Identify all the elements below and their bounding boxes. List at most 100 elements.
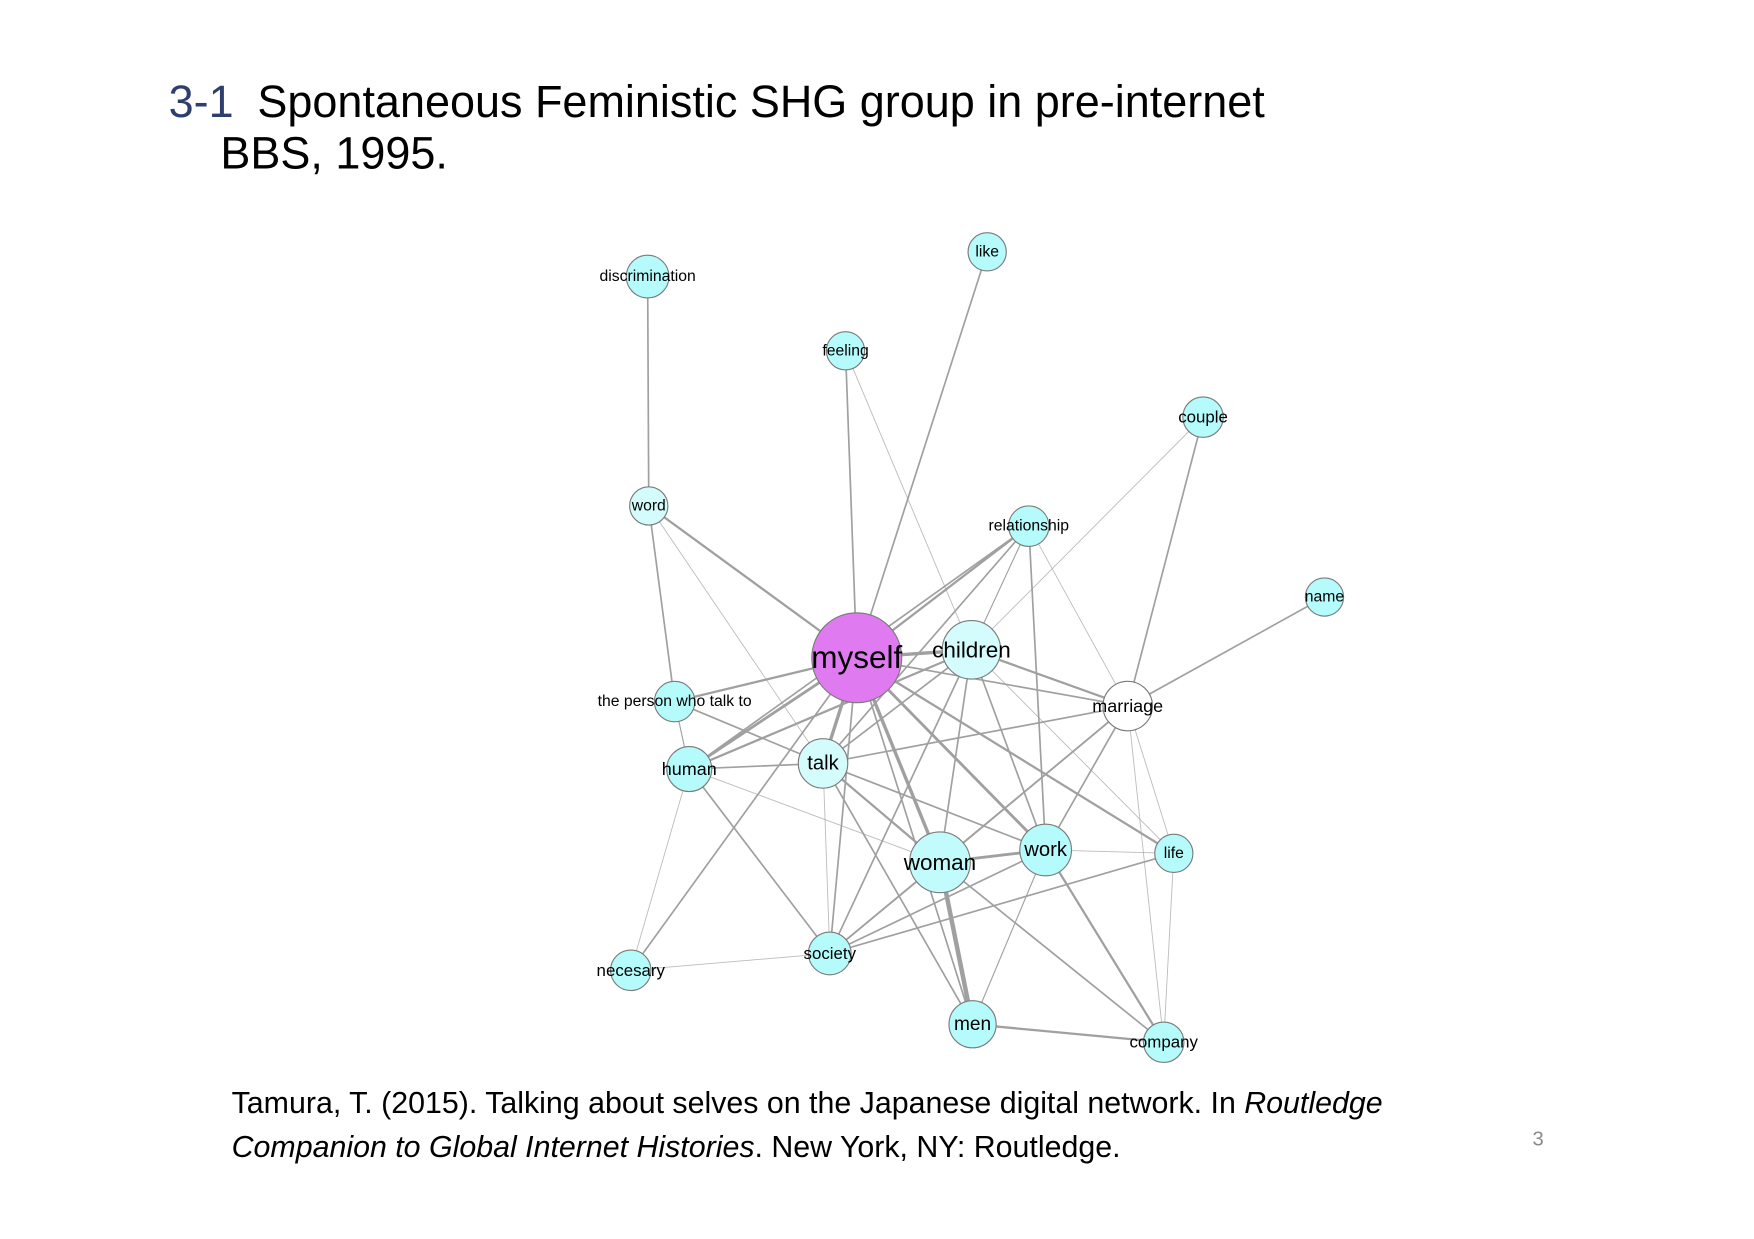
edge-talk-men: [822, 762, 974, 1026]
node-label: woman: [903, 850, 976, 875]
node-label: talk: [807, 752, 839, 774]
citation-book-title-cont: Companion to Global Internet Histories: [232, 1131, 755, 1164]
edge-human-society: [688, 768, 831, 955]
citation-book-title: Routledge: [1244, 1087, 1382, 1120]
node-label: work: [1023, 839, 1068, 861]
node-circle: [1304, 577, 1345, 617]
edge-feeling-myself: [844, 349, 858, 659]
node-label: necesary: [597, 961, 666, 980]
edge-children-human: [688, 648, 973, 771]
node-label: life: [1164, 845, 1184, 862]
node-society: society: [804, 931, 857, 976]
node-woman: woman: [903, 831, 976, 894]
node-label: marriage: [1092, 696, 1163, 716]
edge-the-person-who-talk-to-talk: [673, 700, 824, 765]
node-human: human: [662, 745, 717, 793]
node-circle: [1142, 1021, 1185, 1064]
node-name: name: [1304, 577, 1345, 617]
slide-title-line1: 3-1 Spontaneous Feministic SHG group in …: [169, 76, 1266, 127]
node-label: word: [631, 497, 666, 514]
edge-life-society: [828, 852, 1175, 955]
node-men: men: [948, 1000, 997, 1049]
node-circle: [1182, 396, 1224, 438]
node-circle: [811, 612, 903, 704]
edge-myself-marriage: [855, 656, 1129, 707]
node-circle: [825, 331, 866, 371]
title-number: 3-1: [169, 76, 234, 127]
node-word: word: [629, 486, 669, 526]
edge-relationship-work: [1027, 525, 1047, 851]
node-circle: [1154, 833, 1194, 874]
title-text: Spontaneous Feministic SHG group in pre-…: [257, 76, 1265, 127]
edge-myself-life: [855, 656, 1175, 855]
node-circle: [1019, 823, 1073, 877]
node-couple: couple: [1178, 396, 1228, 438]
edge-human-necesary: [630, 768, 690, 971]
edge-woman-company: [939, 861, 1165, 1044]
node-circle: [941, 620, 1002, 680]
node-myself: myself: [811, 612, 903, 704]
node-company: company: [1129, 1021, 1198, 1064]
edge-marriage-work: [1044, 705, 1129, 851]
node-circle: [625, 254, 670, 299]
edge-marriage-company: [1127, 705, 1165, 1043]
node-circle: [797, 738, 849, 789]
edge-myself-necesary: [629, 656, 858, 972]
edge-life-company: [1163, 852, 1175, 1043]
node-children: children: [932, 620, 1011, 680]
node-label: the person who talk to: [598, 693, 752, 710]
edge-talk-work: [822, 762, 1047, 851]
node-necesary: necesary: [597, 949, 666, 992]
node-circle: [629, 486, 669, 526]
node-label: children: [932, 637, 1011, 662]
node-life: life: [1154, 833, 1194, 874]
edge-society-necesary: [630, 952, 831, 971]
node-label: relationship: [989, 518, 1070, 535]
edge-feeling-children: [845, 350, 972, 651]
edge-work-society: [828, 849, 1047, 955]
edge-word-talk: [648, 505, 824, 764]
edge-work-men: [972, 849, 1047, 1025]
edge-discrimination-word: [646, 275, 650, 507]
citation-line2: Companion to Global Internet Histories. …: [232, 1131, 1121, 1164]
edge-marriage-life: [1127, 705, 1175, 854]
node-marriage: marriage: [1092, 680, 1163, 732]
citation-line1: Tamura, T. (2015). Talking about selves …: [232, 1087, 1383, 1120]
citation-publisher: . New York, NY: Routledge.: [755, 1131, 1121, 1164]
node-label: name: [1305, 589, 1345, 606]
node-label: society: [804, 944, 857, 963]
node-the-person-who-talk-to: the person who talk to: [598, 680, 752, 723]
node-label: myself: [811, 640, 902, 675]
node-like: like: [967, 232, 1007, 272]
edge-work-company: [1044, 848, 1165, 1044]
node-label: feeling: [822, 342, 868, 359]
node-talk: talk: [797, 738, 849, 789]
edge-children-society: [828, 649, 973, 955]
edge-children-talk: [822, 649, 973, 765]
slide-title-line2: BBS, 1995.: [220, 128, 448, 179]
edge-talk-society: [822, 762, 831, 954]
node-circle: [948, 1000, 997, 1049]
edge-couple-marriage: [1126, 416, 1204, 707]
edge-children-work: [970, 649, 1047, 851]
node-label: couple: [1178, 408, 1228, 427]
network-nodes: myself children marriage talk human the perso…: [597, 232, 1345, 1064]
node-relationship: relationship: [989, 505, 1070, 547]
node-label: human: [662, 759, 717, 779]
node-label: like: [975, 243, 999, 260]
edge-human-woman: [688, 768, 941, 863]
node-circle: [967, 232, 1007, 272]
node-label: discrimination: [600, 268, 696, 285]
node-circle: [909, 831, 971, 894]
node-work: work: [1019, 823, 1073, 877]
node-feeling: feeling: [822, 331, 869, 371]
edge-relationship-talk: [822, 525, 1030, 765]
edge-marriage-talk: [822, 705, 1129, 765]
edge-children-woman: [939, 649, 973, 864]
edge-myself-society: [828, 656, 858, 955]
node-circle: [653, 680, 696, 723]
node-circle: [609, 949, 652, 992]
node-circle: [1102, 680, 1154, 732]
page-number: 3: [1532, 1129, 1543, 1151]
